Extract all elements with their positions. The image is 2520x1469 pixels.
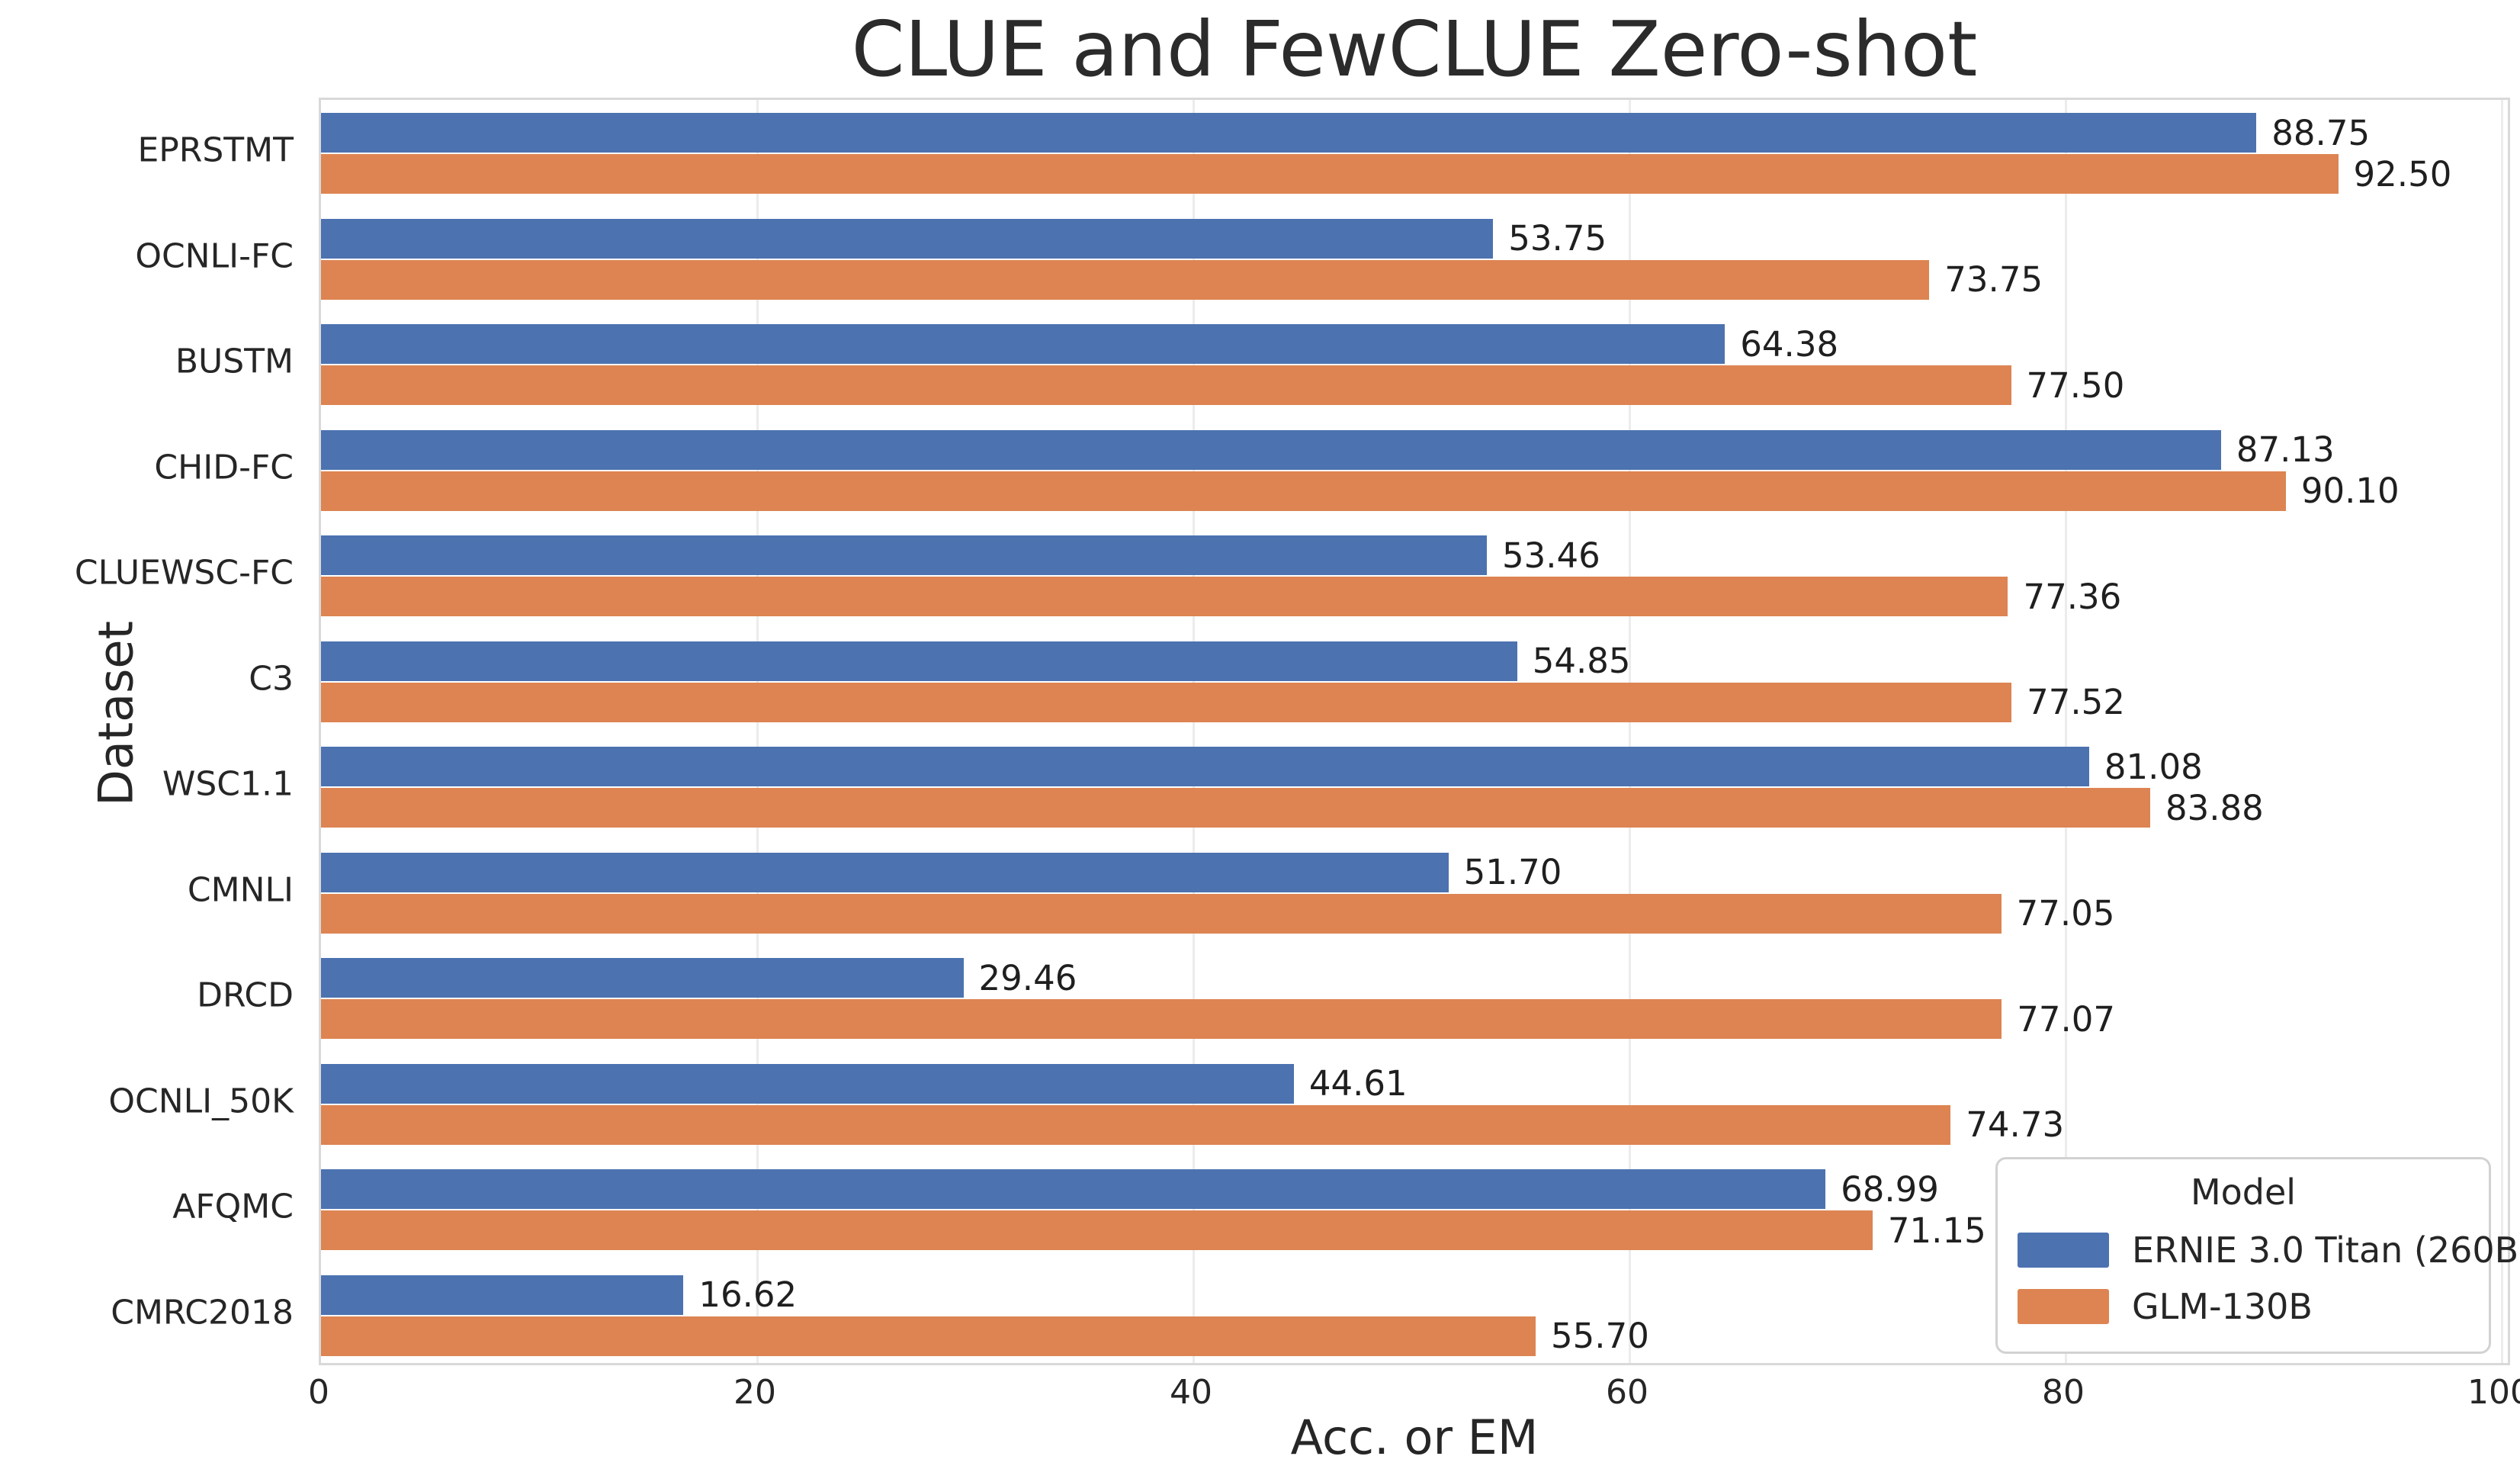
bar-value-label: 81.08	[2104, 746, 2203, 787]
category-label-CLUEWSC-FC: CLUEWSC-FC	[74, 553, 294, 593]
bar-value-label: 77.05	[2016, 893, 2115, 934]
bar-value-label: 68.99	[1841, 1168, 1939, 1210]
legend-title: Model	[2190, 1172, 2297, 1213]
bar-value-label: 83.88	[2165, 787, 2264, 828]
legend-item-ernie: ERNIE 3.0 Titan (260B)	[2018, 1222, 2520, 1278]
bar-AFQMC-GLM-130B	[321, 1210, 1873, 1251]
bar-value-label: 71.15	[1887, 1210, 1986, 1251]
category-labels-layer: EPRSTMT OCNLI-FC BUSTM CHID-FC CLUEWSC-FC C3 W…	[0, 98, 294, 1365]
category-label-OCNLI-FC: OCNLI-FC	[135, 236, 294, 276]
legend-label-glm: GLM-130B	[2132, 1286, 2313, 1327]
bar-CHID-FC-ERNIE 3.0 Titan (260B)	[321, 429, 2221, 470]
bar-value-label: 88.75	[2271, 112, 2371, 153]
bar-CMNLI-ERNIE 3.0 Titan (260B)	[321, 852, 1449, 892]
bar-value-label: 53.46	[1501, 535, 1600, 576]
bar-C3-ERNIE 3.0 Titan (260B)	[321, 641, 1517, 681]
legend-label-ernie: ERNIE 3.0 Titan (260B)	[2132, 1230, 2520, 1271]
category-label-CMRC2018: CMRC2018	[111, 1293, 294, 1332]
x-tick-label-100: 100	[2467, 1373, 2520, 1412]
bar-value-label: 54.85	[1532, 641, 1631, 682]
bar-C3-GLM-130B	[321, 682, 2012, 722]
bar-CLUEWSC-FC-ERNIE 3.0 Titan (260B)	[321, 535, 1487, 576]
bar-OCNLI_50K-ERNIE 3.0 Titan (260B)	[321, 1063, 1294, 1104]
category-label-WSC1.1: WSC1.1	[162, 764, 294, 804]
bar-CLUEWSC-FC-GLM-130B	[321, 577, 2008, 617]
bar-CHID-FC-GLM-130B	[321, 471, 2286, 511]
bar-EPRSTMT-ERNIE 3.0 Titan (260B)	[321, 113, 2257, 153]
bar-value-label: 77.52	[2027, 682, 2125, 723]
bar-value-label: 77.50	[2026, 365, 2125, 406]
bar-DRCD-ERNIE 3.0 Titan (260B)	[321, 958, 964, 998]
bar-value-label: 73.75	[1944, 259, 2043, 301]
plot-area: 88.75 92.50 53.75 73.75 64.38 77.50 87.13 90.10…	[319, 98, 2520, 1365]
category-label-CHID-FC: CHID-FC	[154, 448, 294, 487]
bar-DRCD-GLM-130B	[321, 999, 2002, 1040]
bar-value-label: 51.70	[1463, 852, 1562, 893]
bar-OCNLI-FC-GLM-130B	[321, 259, 1930, 300]
legend: Model ERNIE 3.0 Titan (260B) GLM-130B	[1995, 1157, 2520, 1354]
bar-OCNLI_50K-GLM-130B	[321, 1104, 1951, 1145]
chart-title: CLUE and FewCLUE Zero-shot	[851, 5, 1978, 94]
legend-swatch-orange	[2018, 1289, 2109, 1324]
category-label-BUSTM: BUSTM	[175, 342, 294, 381]
legend-swatch-blue	[2018, 1233, 2109, 1268]
bar-value-label: 55.70	[1551, 1316, 1649, 1357]
bar-value-label: 77.36	[2023, 576, 2122, 617]
x-tick-label-40: 40	[1170, 1373, 1212, 1412]
bar-value-label: 77.07	[2017, 998, 2116, 1040]
bar-BUSTM-GLM-130B	[321, 365, 2011, 406]
bar-WSC1.1-ERNIE 3.0 Titan (260B)	[321, 747, 2089, 787]
x-tick-label-20: 20	[734, 1373, 776, 1412]
x-tick-label-80: 80	[2042, 1373, 2085, 1412]
bar-CMRC2018-ERNIE 3.0 Titan (260B)	[321, 1275, 684, 1315]
bar-AFQMC-ERNIE 3.0 Titan (260B)	[321, 1169, 1826, 1210]
x-tick-labels-layer: 0 20 40 60 80 100	[308, 1373, 2520, 1419]
bar-WSC1.1-GLM-130B	[321, 788, 2150, 828]
x-axis-label: Acc. or EM	[1290, 1410, 1539, 1465]
bar-value-label: 74.73	[1966, 1104, 2065, 1146]
bar-value-label: 92.50	[2353, 153, 2452, 194]
legend-item-glm: GLM-130B	[2018, 1278, 2469, 1335]
grid-line-20	[756, 100, 759, 1363]
grid-line-60	[1628, 100, 1631, 1363]
category-label-AFQMC: AFQMC	[172, 1187, 294, 1226]
bar-OCNLI-FC-ERNIE 3.0 Titan (260B)	[321, 218, 1494, 259]
bar-value-label: 87.13	[2236, 429, 2335, 471]
category-label-EPRSTMT: EPRSTMT	[137, 130, 294, 170]
grid-line-40	[1192, 100, 1195, 1363]
bar-value-label: 90.10	[2300, 471, 2400, 512]
bar-CMNLI-GLM-130B	[321, 893, 2002, 934]
x-tick-label-0: 0	[308, 1373, 329, 1412]
bar-value-label: 64.38	[1740, 323, 1839, 365]
x-tick-label-60: 60	[1606, 1373, 1648, 1412]
bar-EPRSTMT-GLM-130B	[321, 154, 2339, 194]
category-label-DRCD: DRCD	[197, 976, 294, 1015]
bar-value-label: 44.61	[1308, 1063, 1408, 1104]
bar-CMRC2018-GLM-130B	[321, 1316, 1536, 1356]
bar-value-label: 16.62	[698, 1275, 798, 1316]
category-label-C3: C3	[249, 659, 294, 699]
bar-value-label: 29.46	[978, 957, 1077, 998]
grid-line-80	[2064, 100, 2067, 1363]
bar-value-label: 53.75	[1508, 218, 1607, 259]
grid-line-100	[2500, 100, 2503, 1363]
bar-BUSTM-ERNIE 3.0 Titan (260B)	[321, 324, 1725, 365]
category-label-OCNLI_50K: OCNLI_50K	[108, 1082, 294, 1121]
category-label-CMNLI: CMNLI	[187, 870, 294, 910]
